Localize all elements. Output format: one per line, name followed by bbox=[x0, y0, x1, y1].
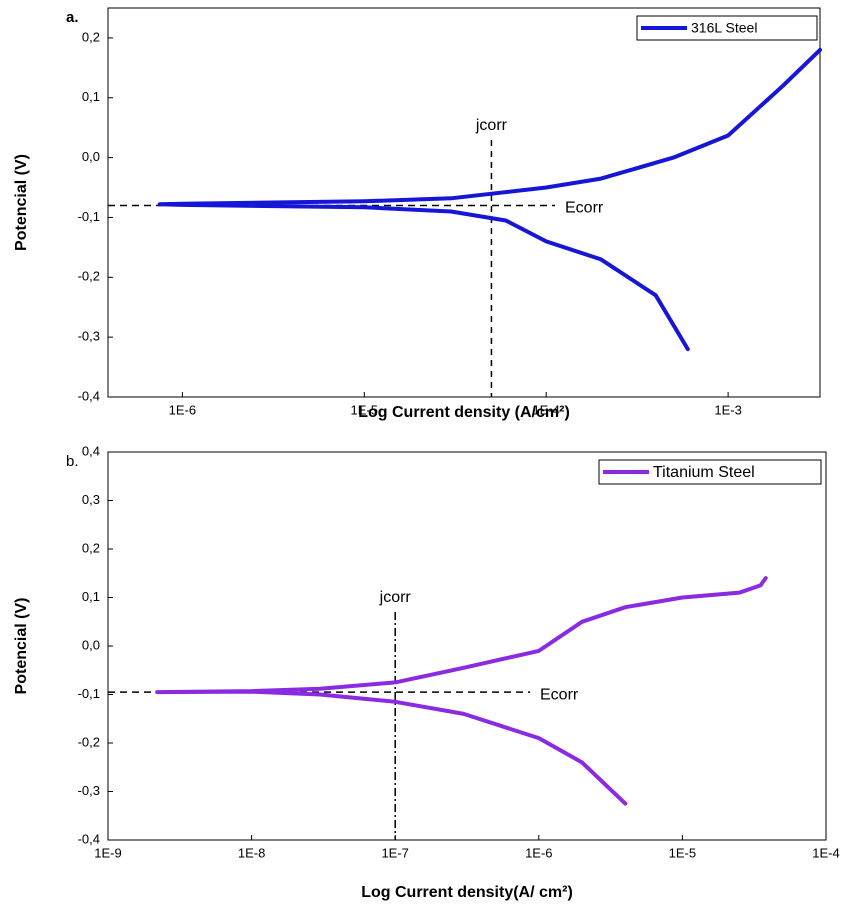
y-axis-label: Potencial (V) bbox=[13, 598, 30, 695]
y-tick-label: -0,4 bbox=[78, 388, 100, 403]
legend-label: Titanium Steel bbox=[653, 464, 755, 481]
panel-label: a. bbox=[66, 9, 79, 26]
annotation: Ecorr bbox=[565, 200, 604, 217]
y-tick-label: -0,4 bbox=[78, 831, 100, 846]
y-tick-label: -0,3 bbox=[78, 329, 100, 344]
y-tick-label: 0,3 bbox=[82, 492, 100, 507]
x-tick-label: 1E-4 bbox=[812, 845, 839, 860]
y-axis-label: Potencial (V) bbox=[13, 154, 30, 251]
legend-label: 316L Steel bbox=[691, 20, 757, 36]
y-tick-label: -0,1 bbox=[78, 686, 100, 701]
y-tick-label: -0,1 bbox=[78, 209, 100, 224]
panel-label: b. bbox=[66, 453, 79, 470]
y-tick-label: 0,2 bbox=[82, 540, 100, 555]
x-tick-label: 1E-9 bbox=[94, 845, 121, 860]
x-axis-label: Log Current density(A/ cm²) bbox=[361, 884, 573, 901]
y-tick-label: 0,0 bbox=[82, 637, 100, 652]
y-tick-label: -0,2 bbox=[78, 734, 100, 749]
y-tick-label: -0,2 bbox=[78, 269, 100, 284]
y-tick-label: 0,0 bbox=[82, 149, 100, 164]
x-tick-label: 1E-3 bbox=[714, 402, 741, 417]
x-tick-label: 1E-4 bbox=[532, 402, 559, 417]
y-tick-label: 0,2 bbox=[82, 29, 100, 44]
y-tick-label: 0,1 bbox=[82, 589, 100, 604]
x-tick-label: 1E-5 bbox=[351, 402, 378, 417]
x-tick-label: 1E-5 bbox=[669, 845, 696, 860]
plot-frame bbox=[107, 7, 821, 398]
y-tick-label: -0,3 bbox=[78, 783, 100, 798]
x-axis-label: Log Current density (A/cm²) bbox=[358, 404, 570, 421]
y-tick-label: 0,1 bbox=[82, 89, 100, 104]
annotation: jcorr bbox=[475, 117, 508, 134]
x-tick-label: 1E-6 bbox=[169, 402, 196, 417]
y-tick-label: 0,4 bbox=[82, 443, 100, 458]
plot-frame bbox=[107, 451, 827, 841]
x-tick-label: 1E-7 bbox=[381, 845, 408, 860]
annotation: Ecorr bbox=[540, 686, 579, 703]
x-tick-label: 1E-8 bbox=[238, 845, 265, 860]
curve bbox=[157, 47, 822, 352]
x-tick-label: 1E-6 bbox=[525, 845, 552, 860]
curve bbox=[155, 576, 768, 806]
annotation: jcorr bbox=[379, 589, 412, 606]
